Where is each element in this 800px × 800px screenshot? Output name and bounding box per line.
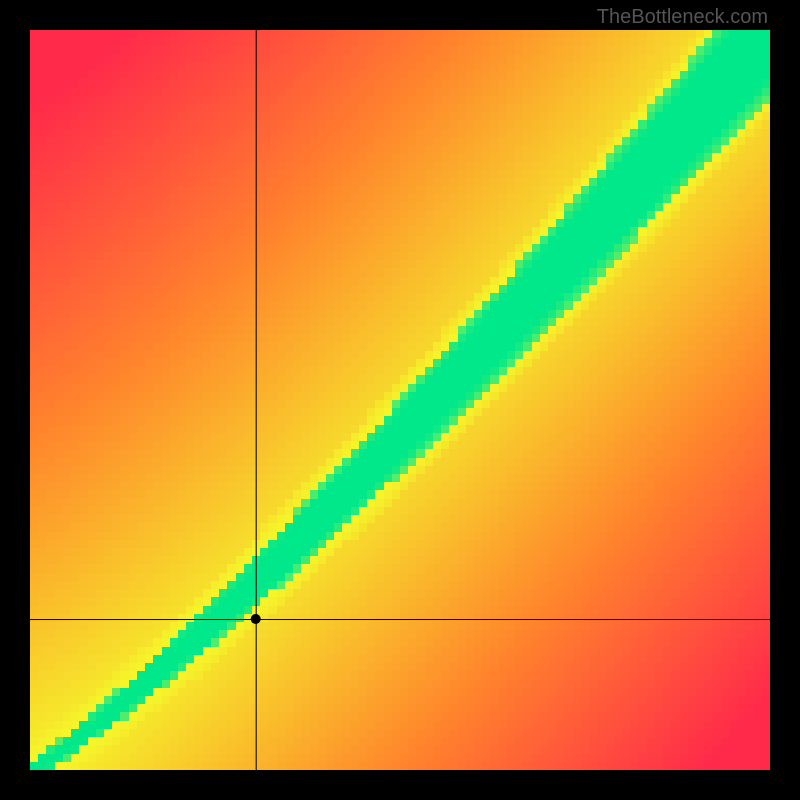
heatmap-canvas bbox=[30, 30, 770, 770]
watermark-text: TheBottleneck.com bbox=[597, 6, 768, 29]
bottleneck-heatmap bbox=[30, 30, 770, 770]
